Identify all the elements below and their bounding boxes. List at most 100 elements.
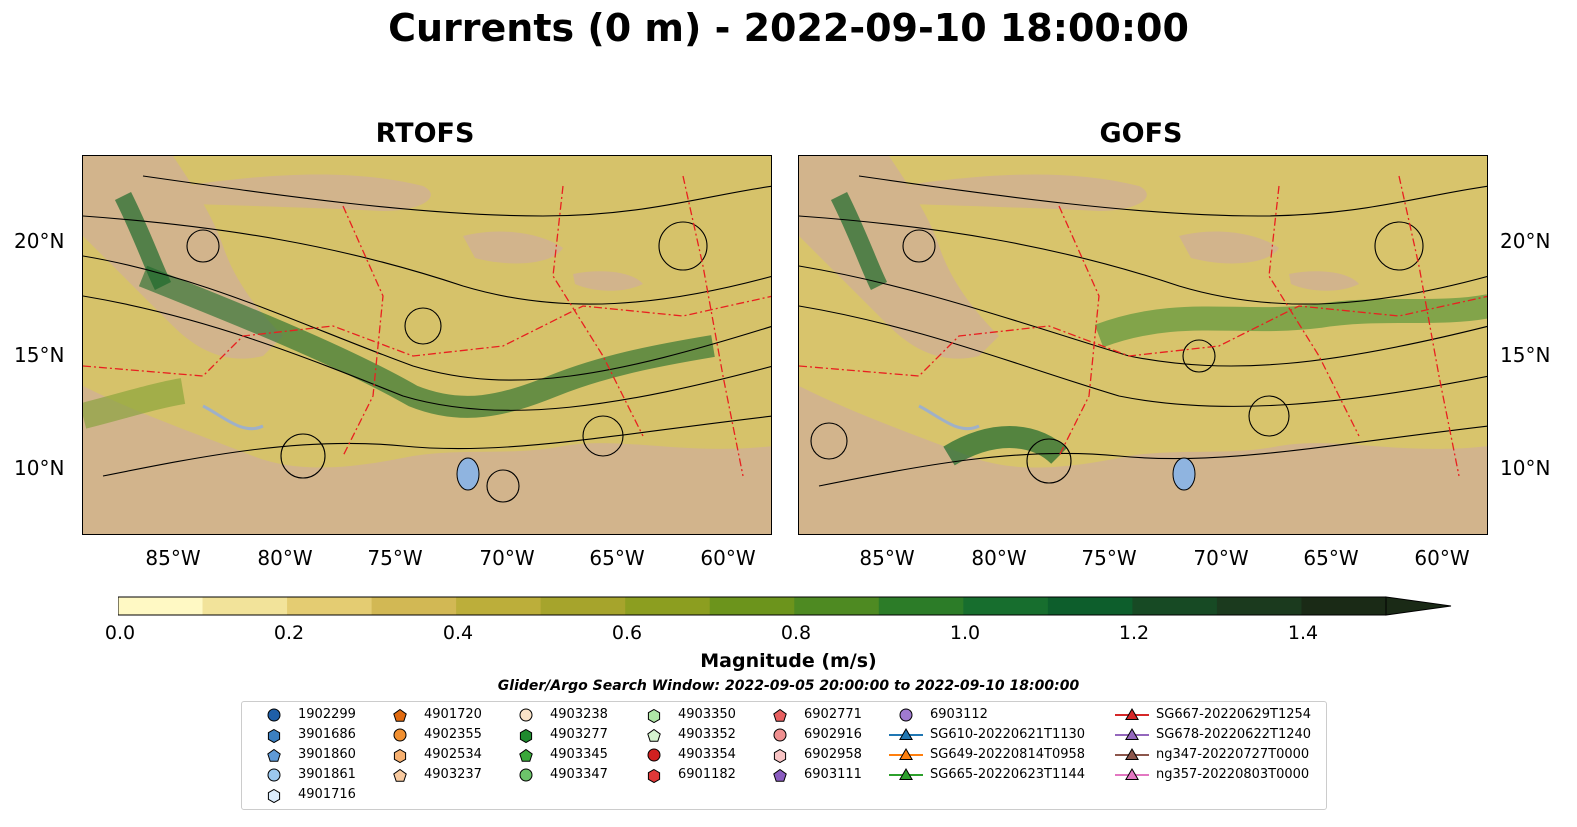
legend-label: 4901720 [424,707,482,722]
lon-label-rtofs: 70°W [479,546,535,570]
circle-marker-icon [393,728,407,742]
circle-marker-icon [519,708,533,722]
colorbar-segment [540,597,626,615]
colorbar-segment [1132,597,1218,615]
circle-marker-icon [773,728,787,742]
legend-label: SG649-20220814T0958 [930,747,1086,762]
circle-marker-icon [267,708,281,722]
legend-label: 4903237 [424,767,482,782]
legend-label: 6902771 [804,707,862,722]
hexagon-marker-icon [647,768,661,784]
triangle-marker-icon [1115,708,1149,720]
legend-label: 4903347 [550,767,608,782]
lon-label-rtofs: 75°W [367,546,423,570]
legend-label: 4903352 [678,727,736,742]
triangle-marker-icon [1115,748,1149,760]
lon-label-gofs: 70°W [1193,546,1249,570]
lon-label-rtofs: 60°W [700,546,756,570]
lon-label-rtofs: 80°W [257,546,313,570]
colorbar-tick: 0.8 [780,622,812,644]
panel-title-gofs: GOFS [1099,118,1183,149]
legend-label: SG665-20220623T1144 [930,767,1086,782]
colorbar-segment [202,597,288,615]
legend-label: 4901716 [298,787,356,802]
legend-label: 4903354 [678,747,736,762]
colorbar-segment [118,597,204,615]
pentagon-marker-icon [773,708,787,722]
colorbar-tick: 1.4 [1287,622,1319,644]
circle-marker-icon [647,748,661,762]
legend-label: 4903345 [550,747,608,762]
lon-label-gofs: 75°W [1081,546,1137,570]
pentagon-marker-icon [267,748,281,762]
hexagon-marker-icon [647,708,661,724]
legend-label: 3901860 [298,747,356,762]
pentagon-marker-icon [393,708,407,722]
pentagon-marker-icon [773,768,787,782]
hexagon-marker-icon [267,728,281,744]
legend-label: 6902916 [804,727,862,742]
map-gofs-svg [799,156,1487,534]
triangle-marker-icon [1115,728,1149,740]
lat-label-right: 15°N [1500,343,1551,367]
colorbar-segment [878,597,964,615]
colorbar-segment [287,597,373,615]
colorbar-segment [1047,597,1133,615]
legend-label: 1902299 [298,707,356,722]
hexagon-marker-icon [267,788,281,804]
colorbar-tick: 0.4 [442,622,474,644]
triangle-marker-icon [889,768,923,780]
search-window-text: Glider/Argo Search Window: 2022-09-05 20… [497,678,1080,694]
circle-marker-icon [519,768,533,782]
legend-label: 4903238 [550,707,608,722]
lon-label-gofs: 80°W [971,546,1027,570]
legend-label: ng347-20220727T0000 [1156,747,1310,762]
legend-label: 4902534 [424,747,482,762]
pentagon-marker-icon [647,728,661,742]
colorbar-segment [794,597,880,615]
lat-label-left: 10°N [14,456,65,480]
triangle-marker-icon [889,748,923,760]
colorbar [118,596,1452,616]
colorbar-segment [625,597,711,615]
map-panel-gofs [798,155,1488,535]
lat-label-left: 15°N [14,343,65,367]
legend-label: 6903112 [930,707,988,722]
lat-label-right: 10°N [1500,456,1551,480]
colorbar-segment [709,597,795,615]
hexagon-marker-icon [393,748,407,764]
circle-marker-icon [899,708,913,722]
colorbar-extend-arrow [1385,596,1452,616]
panel-title-rtofs: RTOFS [375,118,475,149]
colorbar-tick: 1.2 [1118,622,1150,644]
legend-label: 3901686 [298,727,356,742]
colorbar-segment [963,597,1049,615]
map-panel-rtofs [82,155,772,535]
lon-label-rtofs: 65°W [589,546,645,570]
hexagon-marker-icon [519,728,533,744]
colorbar-segment [456,597,542,615]
colorbar-segment [371,597,457,615]
legend-label: 3901861 [298,767,356,782]
legend-label: SG667-20220629T1254 [1156,707,1312,722]
lat-label-right: 20°N [1500,229,1551,253]
pentagon-marker-icon [393,768,407,782]
map-rtofs-svg [83,156,771,534]
colorbar-label: Magnitude (m/s) [700,650,877,672]
figure-title: Currents (0 m) - 2022-09-10 18:00:00 [388,6,1189,50]
legend-label: 6901182 [678,767,736,782]
colorbar-tick: 0.0 [104,622,136,644]
legend-label: ng357-20220803T0000 [1156,767,1310,782]
colorbar-tick: 1.0 [949,622,981,644]
triangle-marker-icon [889,728,923,740]
legend-label: 4903350 [678,707,736,722]
triangle-marker-icon [1115,768,1149,780]
legend-label: 6902958 [804,747,862,762]
lon-label-gofs: 65°W [1303,546,1359,570]
lon-label-gofs: 85°W [859,546,915,570]
colorbar-segment [1216,597,1302,615]
legend-label: 4902355 [424,727,482,742]
legend: 1902299 3901686 3901860 3901861 4901716 49017… [241,701,1327,810]
pentagon-marker-icon [519,748,533,762]
lat-label-left: 20°N [14,229,65,253]
